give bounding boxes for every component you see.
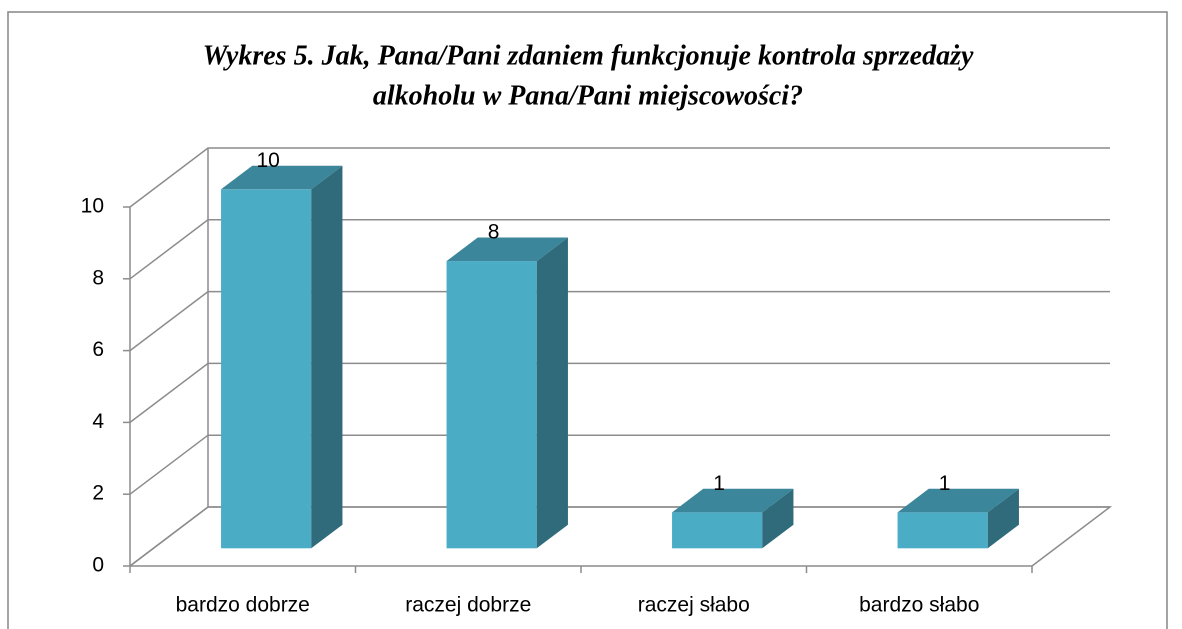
bar-front: [672, 512, 763, 549]
chart-title: Wykres 5. Jak, Pana/Pani zdaniem funkcjo…: [203, 40, 974, 71]
chart-frame: [7, 11, 1168, 629]
bar-top: [446, 237, 568, 262]
x-tick-label: bardzo dobrze: [176, 594, 310, 617]
bar-side: [762, 488, 794, 549]
x-tick-label: raczej słabo: [638, 594, 750, 617]
grid-line: [129, 362, 1110, 423]
y-tick-label: 2: [92, 482, 104, 505]
bar-front: [446, 261, 537, 549]
y-tick-label: 0: [92, 554, 104, 577]
chart-title: alkoholu w Pana/Pani miejscowości?: [373, 80, 803, 111]
x-tick-label: bardzo słabo: [859, 594, 979, 617]
data-label: 10: [256, 149, 279, 172]
bar-top: [897, 488, 1019, 513]
grid-line: [129, 506, 1110, 567]
grid-line: [129, 290, 1110, 352]
data-label: 8: [488, 221, 500, 244]
y-tick-label: 10: [81, 195, 104, 218]
bar-front: [221, 189, 312, 549]
data-label: 1: [939, 472, 951, 495]
y-tick-label: 4: [92, 410, 104, 433]
bar-top: [221, 165, 343, 190]
grid-line: [129, 434, 1110, 495]
x-tick-label: raczej dobrze: [405, 594, 531, 617]
y-tick-label: 8: [92, 266, 104, 289]
bar-side: [987, 488, 1019, 549]
grid-line: [129, 147, 1110, 208]
y-tick-label: 6: [92, 338, 104, 361]
bar-front: [897, 512, 988, 549]
bar-side: [311, 165, 343, 549]
data-label: 1: [713, 472, 725, 495]
grid-line: [129, 219, 1110, 280]
bar-side: [536, 237, 568, 549]
bar-top: [672, 488, 794, 513]
